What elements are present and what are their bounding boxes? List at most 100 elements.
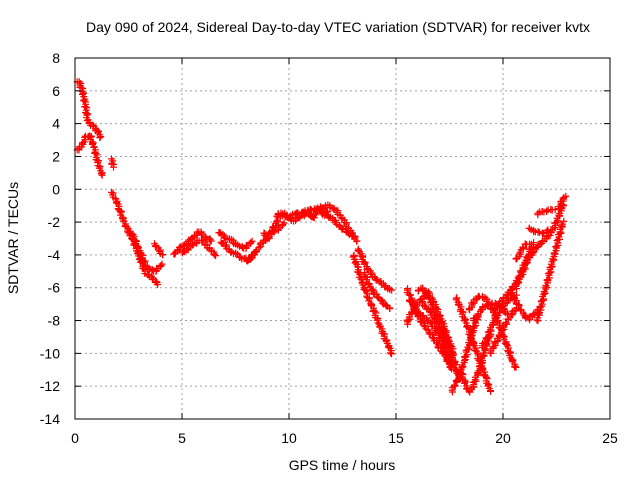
y-tick-label: 2 — [52, 148, 60, 164]
data-point — [210, 251, 218, 259]
data-point — [174, 247, 182, 255]
y-tick-labels: -14 -12 -10 -8 -6 -4 -2 0 2 4 6 8 — [40, 50, 60, 427]
data-point — [171, 250, 179, 258]
data-point — [300, 208, 308, 216]
data-point — [279, 221, 287, 229]
data-point — [207, 237, 215, 245]
data-point — [159, 251, 167, 259]
data-point — [382, 301, 390, 309]
data-points — [73, 78, 570, 396]
y-tick-label: -12 — [40, 378, 60, 394]
data-point — [89, 121, 97, 129]
y-tick-label: -2 — [48, 214, 61, 230]
data-point — [351, 259, 359, 267]
series-track-26 — [448, 313, 482, 396]
series-track-25 — [452, 294, 495, 395]
data-point — [154, 281, 162, 289]
x-tick-labels: 0 5 10 15 20 25 — [71, 430, 618, 446]
data-point — [157, 262, 165, 270]
series-track-19 — [360, 268, 394, 313]
data-point — [543, 227, 551, 235]
y-tick-label: -6 — [48, 280, 61, 296]
data-point — [560, 217, 568, 225]
data-point — [378, 296, 386, 304]
series-track-3 — [108, 155, 118, 171]
data-point — [529, 249, 537, 257]
series-track-36 — [512, 240, 534, 263]
data-point — [84, 110, 92, 118]
series-track-8 — [178, 236, 220, 260]
data-point — [354, 247, 362, 255]
y-tick-label: -4 — [48, 247, 61, 263]
y-axis-label: SDTVAR / TECUs — [5, 182, 21, 294]
chart-title: Day 090 of 2024, Sidereal Day-to-day VTE… — [86, 19, 590, 35]
series-track-2 — [73, 132, 106, 179]
data-point — [470, 322, 478, 330]
series-track-37 — [525, 224, 555, 238]
data-point — [526, 240, 534, 248]
data-point — [248, 237, 256, 245]
series-track-28 — [465, 292, 520, 371]
series-track-39 — [554, 192, 570, 213]
series-track-16 — [318, 209, 357, 240]
data-point — [557, 229, 565, 237]
series-track-5 — [125, 227, 166, 275]
data-point — [349, 232, 357, 240]
series-track-35 — [533, 217, 568, 325]
data-point — [557, 222, 565, 230]
data-point — [503, 340, 511, 348]
data-point — [110, 163, 118, 171]
data-point — [97, 133, 105, 141]
data-point — [97, 170, 105, 178]
data-point — [282, 212, 290, 220]
y-tick-label: 6 — [52, 83, 60, 99]
data-point — [94, 128, 102, 136]
series-track-11 — [243, 219, 288, 265]
data-point — [503, 320, 511, 328]
data-point — [543, 207, 551, 215]
series-track-18 — [354, 245, 396, 294]
data-point — [219, 230, 227, 238]
data-point — [216, 229, 224, 237]
data-point — [280, 219, 288, 227]
x-tick-label: 15 — [388, 430, 404, 446]
data-point — [96, 134, 104, 142]
data-point — [80, 97, 88, 105]
data-point — [308, 212, 316, 220]
data-point — [252, 247, 260, 255]
data-point — [119, 216, 127, 224]
x-tick-label: 20 — [495, 430, 511, 446]
data-point — [489, 320, 497, 328]
data-point — [487, 301, 495, 309]
x-tick-label: 5 — [178, 430, 186, 446]
data-point — [547, 225, 555, 233]
data-point — [144, 271, 152, 279]
data-point — [473, 369, 481, 377]
data-point — [255, 244, 263, 252]
series-track-6 — [150, 240, 167, 259]
data-point — [447, 352, 455, 360]
data-point — [388, 286, 396, 294]
data-point — [386, 305, 394, 313]
data-point — [374, 293, 382, 301]
data-point — [433, 318, 441, 326]
data-point — [244, 257, 252, 265]
axis-ticks — [74, 57, 611, 420]
series-track-33 — [508, 288, 542, 324]
series-track-1 — [73, 78, 105, 142]
data-point — [353, 237, 361, 245]
series-track-9 — [215, 229, 256, 252]
y-tick-label: 8 — [52, 50, 60, 66]
y-tick-label: -10 — [40, 345, 60, 361]
data-point — [512, 363, 520, 371]
data-point — [552, 242, 560, 250]
data-point — [487, 387, 495, 395]
data-point — [511, 362, 519, 370]
x-tick-label: 10 — [281, 430, 297, 446]
y-tick-label: -8 — [48, 313, 61, 329]
data-point — [75, 78, 83, 86]
series-track-15 — [307, 201, 361, 245]
data-point — [387, 349, 395, 357]
data-point — [158, 260, 166, 268]
